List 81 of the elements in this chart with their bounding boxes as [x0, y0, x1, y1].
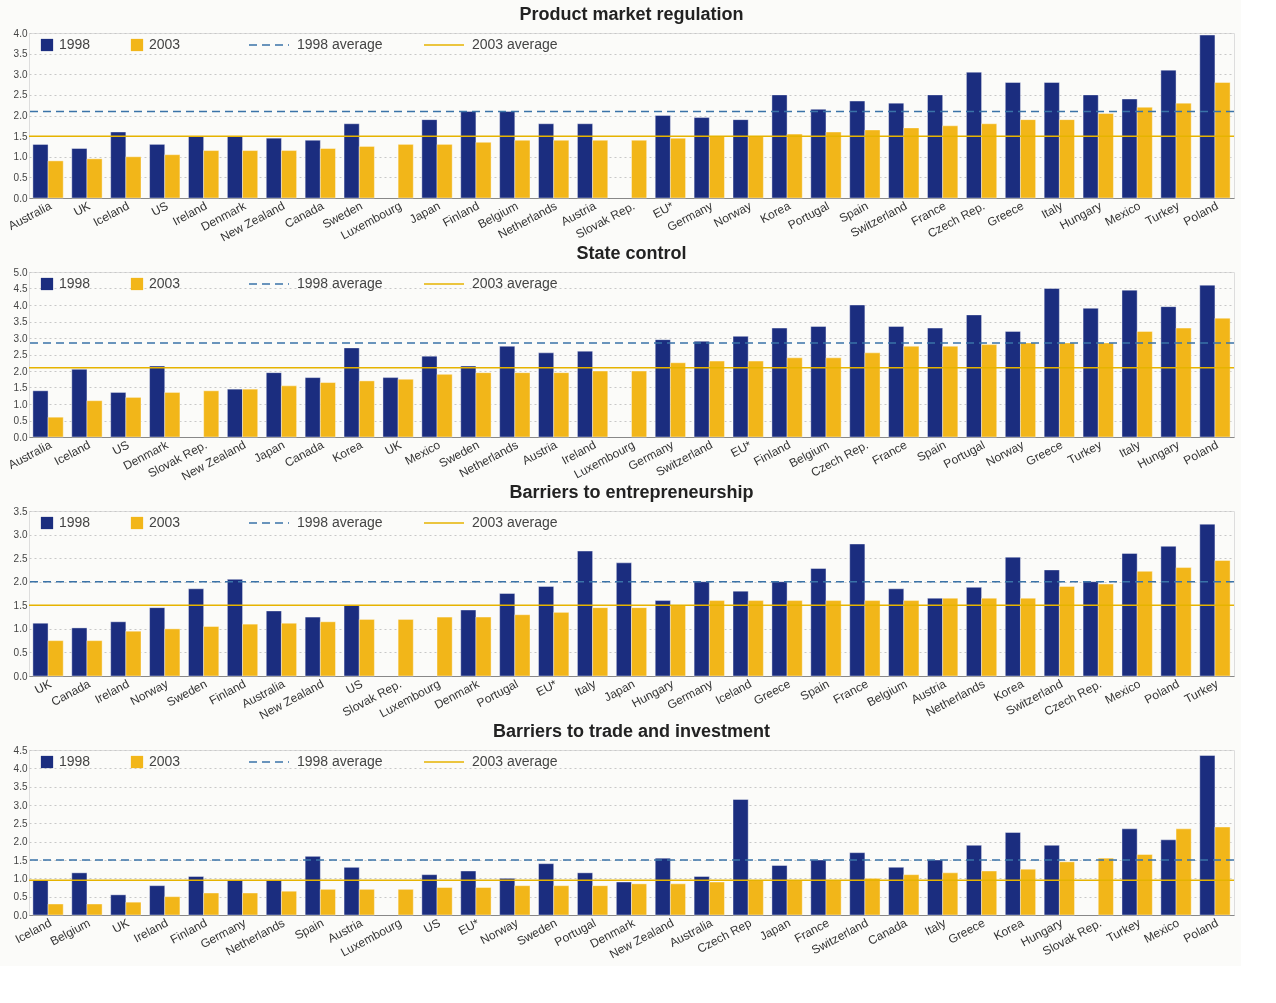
y-tick-label: 1.5: [13, 599, 28, 611]
x-tick-label: Italy: [572, 676, 599, 700]
legend-label: 2003: [149, 753, 181, 769]
x-tick-label: Japan: [757, 915, 793, 944]
y-tick-label: 3.5: [13, 781, 28, 793]
legend-label: 2003 average: [472, 275, 558, 291]
y-tick-label: 3.0: [13, 799, 28, 811]
y-tick-label: 5.0: [13, 266, 28, 278]
y-tick-label: 4.0: [13, 762, 28, 774]
y-tick-label: 2.5: [13, 89, 28, 101]
x-tick-label: Spain: [797, 676, 832, 704]
x-tick-label: UK: [71, 198, 93, 219]
chart-title: Barriers to entrepreneurship: [509, 482, 754, 502]
bar: [436, 616, 453, 677]
y-tick-label: 2.5: [13, 817, 28, 829]
legend-label: 2003: [149, 514, 181, 530]
x-tick-label: Korea: [330, 437, 366, 466]
y-tick-label: 3.0: [13, 529, 28, 541]
legend-label: 1998: [59, 275, 91, 291]
y-tick-label: 2.0: [13, 836, 28, 848]
x-tick-label: US: [343, 676, 365, 697]
legend-label: 1998 average: [297, 753, 383, 769]
x-tick-label: US: [149, 198, 171, 219]
bar: [397, 619, 414, 677]
chart-title: State control: [576, 243, 687, 263]
legend-label: 1998 average: [297, 275, 383, 291]
y-tick-label: 4.0: [13, 27, 28, 39]
y-tick-label: 3.5: [13, 48, 28, 60]
y-tick-label: 1.0: [13, 398, 28, 410]
y-tick-label: 3.0: [13, 332, 28, 344]
y-tick-label: 0.0: [13, 670, 28, 682]
y-tick-label: 4.5: [13, 744, 28, 756]
y-tick-label: 2.5: [13, 349, 28, 360]
x-tick-label: UK: [110, 915, 132, 936]
y-tick-label: 0.5: [13, 891, 28, 903]
y-tick-label: 0.5: [13, 646, 28, 658]
x-tick-label: US: [421, 915, 443, 936]
legend-label: 2003 average: [472, 514, 558, 530]
x-tick-label: UK: [382, 437, 404, 458]
legend-label: 2003 average: [472, 753, 558, 769]
x-tick-label: Spain: [292, 915, 326, 943]
y-tick-label: 1.5: [13, 130, 28, 142]
y-tick-label: 1.0: [13, 623, 28, 635]
y-tick-label: 1.0: [13, 872, 28, 884]
legend-label: 1998: [59, 514, 91, 530]
legend-label: 2003 average: [472, 36, 558, 52]
y-tick-label: 0.0: [13, 192, 28, 204]
legend-label: 1998 average: [297, 36, 383, 52]
legend-label: 2003: [149, 36, 181, 52]
chart-title: Product market regulation: [519, 4, 744, 24]
bar: [1098, 857, 1114, 916]
y-tick-label: 3.5: [13, 505, 28, 517]
chart-title: Barriers to trade and investment: [492, 721, 771, 741]
y-tick-label: 2.0: [13, 365, 28, 377]
y-tick-label: 3.0: [13, 68, 28, 80]
bar: [397, 144, 414, 199]
legend-label: 1998: [59, 36, 91, 52]
y-tick-label: 4.5: [13, 283, 28, 294]
bar: [631, 370, 647, 438]
y-tick-label: 3.5: [13, 316, 28, 327]
y-tick-label: 0.0: [13, 431, 28, 443]
y-tick-label: 0.5: [13, 171, 28, 183]
x-tick-label: EU*: [533, 676, 560, 700]
legend-label: 2003: [149, 275, 181, 291]
y-tick-label: 0.5: [13, 415, 28, 426]
y-tick-label: 1.5: [13, 854, 28, 866]
legend-label: 1998: [59, 753, 91, 769]
legend-label: 1998 average: [297, 514, 383, 530]
y-tick-label: 0.0: [13, 909, 28, 921]
y-tick-label: 1.5: [13, 382, 28, 393]
x-tick-label: Italy: [922, 915, 949, 939]
y-tick-label: 2.0: [13, 576, 28, 588]
y-tick-label: 1.0: [13, 151, 28, 163]
bar: [631, 140, 647, 199]
x-tick-label: UK: [32, 676, 54, 697]
y-tick-label: 2.5: [13, 552, 28, 564]
x-tick-label: Japan: [407, 198, 443, 227]
y-tick-label: 2.0: [13, 110, 28, 121]
y-tick-label: 4.0: [13, 299, 28, 311]
bar: [397, 889, 414, 916]
bar: [203, 390, 220, 438]
